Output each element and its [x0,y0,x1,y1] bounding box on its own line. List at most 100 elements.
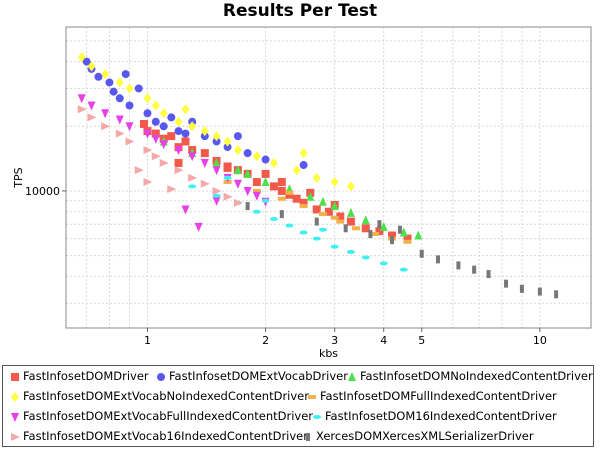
data-point [212,166,221,176]
data-point [361,255,370,260]
data-point [292,194,301,203]
data-point [134,84,143,93]
data-point [312,236,321,241]
data-point [269,217,278,222]
plot-frame [65,26,592,329]
data-point [140,119,149,128]
data-point [261,155,270,164]
data-point [151,129,160,138]
data-point [261,177,270,187]
data-point [174,127,183,136]
data-point [194,222,203,232]
data-point [312,172,321,183]
data-point [336,219,345,224]
data-point [245,202,250,211]
data-point [346,181,355,192]
data-point [435,255,440,264]
data-point [292,165,301,176]
legend-label: FastInfosetDOMExtVocab16IndexedContentDr… [23,429,308,443]
data-point [399,227,408,237]
data-point [115,115,124,125]
legend-marker [348,372,356,381]
data-point [159,122,168,131]
data-point [151,152,161,161]
data-point [346,207,355,217]
legend-marker-bar [306,433,310,441]
data-point [388,231,397,240]
data-point [115,129,125,138]
legend-label: FastInfosetDOMDriver [23,369,149,383]
x-tick-label: 2 [262,334,269,347]
data-point [377,220,382,229]
plot-area: 1 2 3 4 5 10 10000 kbs TPS [12,26,592,360]
data-point [143,146,153,155]
legend-marker-ellipse [313,415,321,419]
data-point [252,151,261,162]
x-tick-label: 3 [331,334,338,347]
data-point [299,230,308,235]
data-point [314,217,319,226]
data-point [174,158,183,167]
data-point [94,72,103,81]
grid [66,27,591,328]
data-point [361,215,370,225]
y-tick-label: 10000 [25,185,60,198]
data-point [200,132,209,141]
data-point [261,198,270,203]
x-tick-label: 1 [144,334,151,347]
data-point [419,249,424,258]
data-point [159,158,169,167]
data-point [200,126,209,137]
data-point [159,108,168,119]
data-point [200,149,209,158]
data-point [343,224,348,233]
legend-label: FastInfosetDOMFullIndexedContentDriver [320,389,557,403]
data-point [379,221,388,231]
legend-marker-triangle-up [348,372,356,381]
data-point [390,236,395,245]
data-point [181,129,190,138]
data-point [243,168,252,178]
legend-marker [308,395,316,399]
x-tick-label: 5 [418,334,425,347]
data-point [306,191,315,201]
data-point [77,52,86,63]
data-point [252,188,261,193]
legend: FastInfosetDOMDriver FastInfosetDOMExtVo… [2,365,594,447]
legend-marker [11,392,19,402]
series-XercesDOMXercesXMLSerializerDriver [245,202,559,299]
data-point [397,225,402,234]
data-point [188,173,198,182]
data-point [370,232,379,237]
legend-marker [313,415,321,419]
data-point [243,186,252,196]
legend-label: XercesDOMXercesXMLSerializerDriver [316,429,534,443]
data-point [554,290,559,299]
data-point [312,205,321,214]
data-point [143,129,152,139]
data-point [223,136,232,147]
data-point [279,210,284,219]
data-point [318,196,327,206]
data-point [101,69,110,80]
data-point [188,184,197,189]
data-point [233,165,242,175]
data-point [77,94,86,104]
legend-marker-square [11,373,19,381]
data-point [537,287,542,296]
data-point [212,196,221,206]
legend-label: FastInfosetDOM16IndexedContentDriver [325,409,557,423]
x-axis-label: kbs [319,347,338,360]
data-point [87,61,96,72]
legend-marker [11,413,19,422]
data-point [299,161,308,170]
data-point [346,249,355,254]
data-point [105,78,114,87]
data-point [379,261,388,266]
plot-background [66,27,591,328]
data-point [261,169,270,178]
x-tick-label: 4 [380,334,387,347]
data-point [472,265,477,274]
data-point [174,166,184,175]
